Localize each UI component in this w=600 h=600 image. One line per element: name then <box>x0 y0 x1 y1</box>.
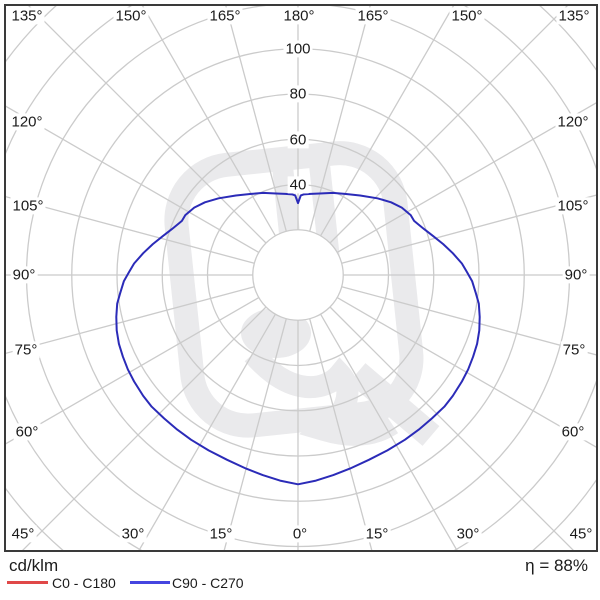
radial-label-40: 40 <box>287 176 309 194</box>
legend-line-c90-c270 <box>130 581 170 584</box>
angle-label-15-right: 15° <box>363 525 391 543</box>
angle-label-60-right: 60° <box>559 423 587 441</box>
legend-label-c90-c270: C90 - C270 <box>172 575 244 591</box>
angle-label-135-left: 135° <box>9 7 45 25</box>
angle-label-30-left: 30° <box>119 525 147 543</box>
angle-label-45-left: 45° <box>9 525 37 543</box>
angle-label-45-right: 45° <box>567 525 595 543</box>
angle-label-60-left: 60° <box>13 423 41 441</box>
legend-label-c0-c180: C0 - C180 <box>52 575 116 591</box>
radial-label-60: 60 <box>287 131 309 149</box>
angle-label-120-right: 120° <box>555 113 591 131</box>
angle-label-75-right: 75° <box>560 341 588 359</box>
efficiency-value: η = 88% <box>525 556 588 575</box>
radial-label-80: 80 <box>287 85 309 103</box>
angle-label-90-right: 90° <box>562 266 590 284</box>
angle-label-105-left: 105° <box>10 197 46 215</box>
angle-label-165-left: 165° <box>207 7 243 25</box>
angle-label-135-right: 135° <box>556 7 592 25</box>
angle-label-150-right: 150° <box>449 7 485 25</box>
angle-label-165-right: 165° <box>355 7 391 25</box>
angle-label-105-right: 105° <box>555 197 591 215</box>
unit-label: cd/klm <box>9 556 59 575</box>
angle-label-0: 0° <box>290 525 310 543</box>
angle-label-75-left: 75° <box>12 341 40 359</box>
angle-label-150-left: 150° <box>113 7 149 25</box>
angle-label-15-left: 15° <box>207 525 235 543</box>
angle-label-30-right: 30° <box>454 525 482 543</box>
legend-line-c0-c180 <box>7 581 48 584</box>
angle-label-120-left: 120° <box>9 113 45 131</box>
radial-label-100: 100 <box>283 40 313 58</box>
angle-label-180: 180° <box>281 7 317 25</box>
angle-label-90-left: 90° <box>10 266 38 284</box>
